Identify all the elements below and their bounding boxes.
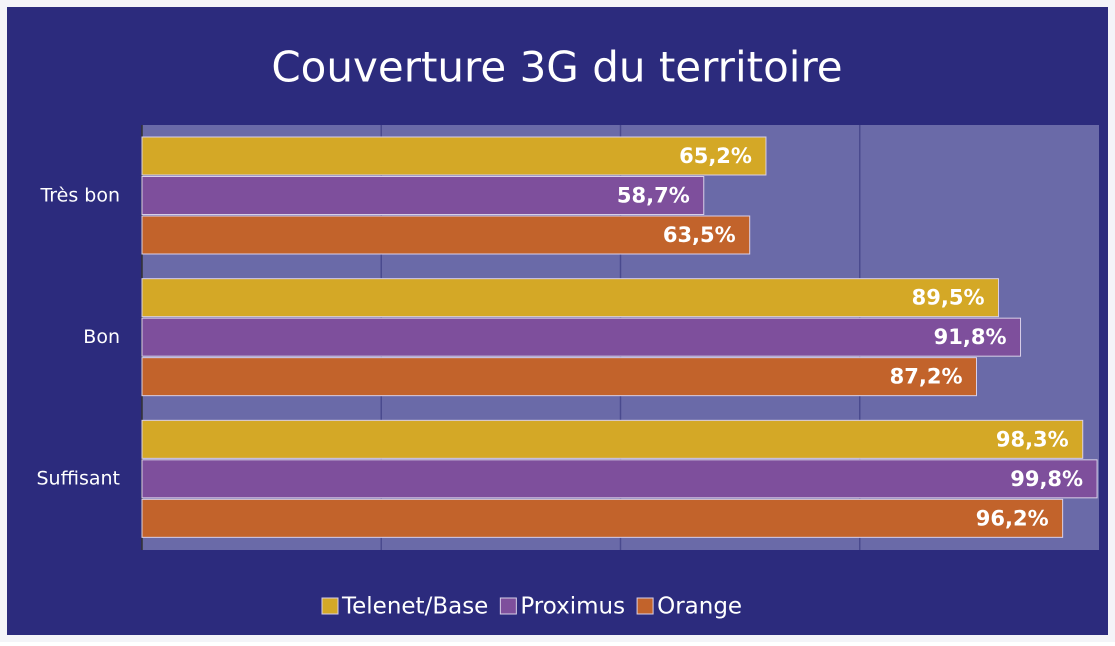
value-label: 87,2% — [890, 365, 963, 389]
legend-swatch — [636, 597, 654, 615]
y-tick-label: Très bon — [39, 184, 120, 206]
legend-label: Telenet/Base — [341, 594, 488, 620]
bar — [141, 176, 705, 215]
legend-label: Proximus — [520, 594, 625, 620]
bar — [141, 419, 1084, 459]
legend-swatch — [321, 597, 339, 615]
value-label: 98,3% — [996, 427, 1069, 451]
bar — [141, 459, 1098, 499]
bar — [141, 278, 1000, 318]
bar — [141, 136, 767, 176]
chart-title: Couverture 3G du territoire — [271, 43, 842, 92]
bar — [141, 498, 1064, 538]
bar — [141, 317, 1022, 357]
legend-swatch — [499, 597, 517, 615]
legend-label: Orange — [657, 594, 742, 620]
y-tick-label: Suffisant — [36, 468, 120, 490]
value-label: 58,7% — [617, 184, 690, 208]
value-label: 99,8% — [1010, 467, 1083, 491]
value-label: 89,5% — [912, 286, 985, 310]
bar — [141, 357, 978, 397]
value-label: 96,2% — [976, 506, 1049, 530]
y-tick-label: Bon — [83, 326, 120, 348]
value-label: 65,2% — [679, 144, 752, 168]
value-label: 91,8% — [934, 325, 1007, 349]
bar — [141, 215, 751, 255]
value-label: 63,5% — [663, 223, 736, 247]
